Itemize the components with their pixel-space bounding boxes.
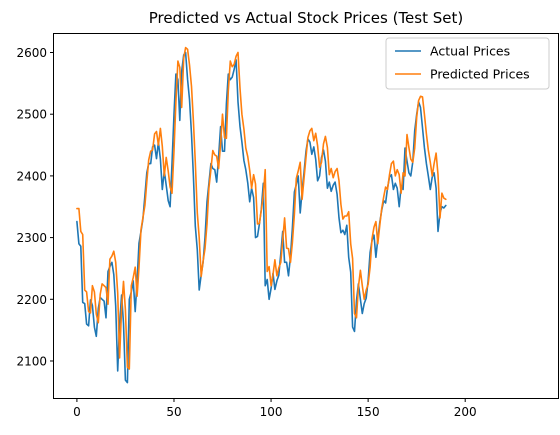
y-tick-label: 2300 (16, 231, 47, 245)
chart-title: Predicted vs Actual Stock Prices (Test S… (149, 9, 464, 27)
x-tick-label: 50 (166, 405, 181, 419)
x-tick-label: 0 (73, 405, 81, 419)
y-tick-label: 2100 (16, 354, 47, 368)
y-axis-ticks: 2100 2200 2300 2400 2500 2600 (16, 46, 54, 368)
series-line-predicted (76, 46, 447, 370)
series-layer (76, 46, 447, 384)
y-tick-label: 2400 (16, 169, 47, 183)
plot-area (53, 33, 559, 399)
y-tick-label: 2500 (16, 108, 47, 122)
x-tick-label: 200 (454, 405, 477, 419)
legend-box (385, 37, 550, 90)
legend-label-actual: Actual Prices (430, 44, 510, 59)
y-tick-label: 2600 (16, 46, 47, 60)
y-tick-label: 2200 (16, 293, 47, 307)
legend-label-predicted: Predicted Prices (430, 67, 530, 82)
legend: Actual Prices Predicted Prices (385, 37, 550, 90)
x-tick-label: 100 (260, 405, 283, 419)
axes-frame (53, 33, 559, 399)
x-axis-ticks: 0 50 100 150 200 (73, 398, 477, 419)
x-tick-label: 150 (357, 405, 380, 419)
